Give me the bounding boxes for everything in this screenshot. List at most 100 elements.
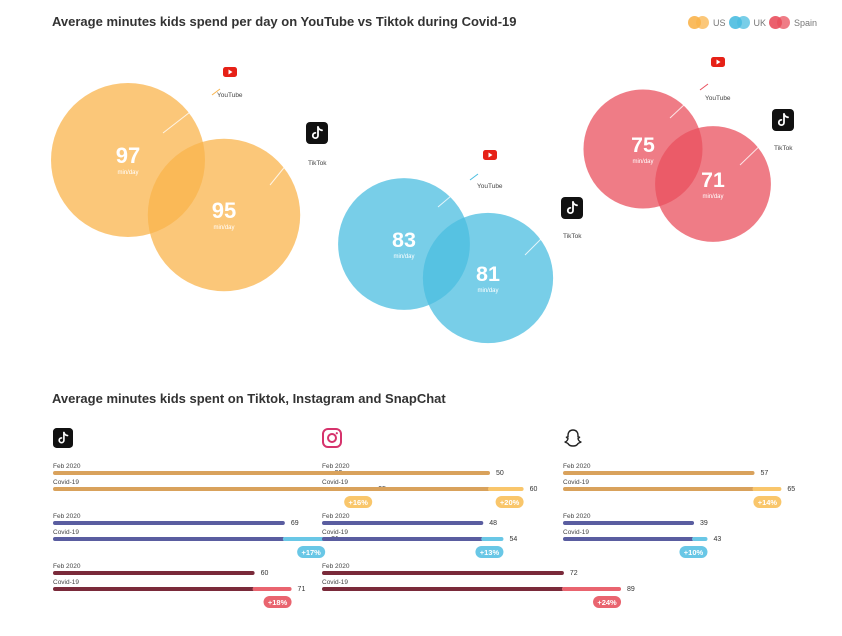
venn-label-tiktok-us: TikTok [308,160,327,167]
venn-unit-tiktok-uk: min/day [477,288,498,294]
bar-covid-base-uk [563,537,695,541]
venn-value-tiktok-spain: 71 [701,168,725,192]
tiktok-icon-note [566,201,574,214]
bar-feb-uk [53,521,285,525]
venn-connector-youtube-uk [437,179,471,208]
bar-chart-title: Average minutes kids spent on Tiktok, In… [52,391,446,406]
bar-category-covid-uk: Covid-19 [563,529,589,536]
bar-value-feb-us: 50 [496,470,504,477]
bar-category-covid-spain: Covid-19 [322,579,348,586]
tiktok-icon-us [306,122,328,144]
bar-covid-increase-uk [692,537,708,541]
venn-us: 97 min/day 95 min/day YouTube TikTok [51,83,327,292]
venn-unit-tiktok-spain: min/day [702,194,723,200]
bar-covid-base-uk [322,537,484,541]
bar-value-covid-us: 60 [530,486,538,493]
youtube-icon-spain [711,57,725,67]
bar-covid-increase-us [488,487,524,491]
bar-group-us: Feb 2020 50 Covid-19 60 +20% [322,463,537,508]
bar-change-badge-spain [593,596,622,608]
venn-connector-youtube-tail-uk [469,173,479,181]
bar-value-feb-us: 57 [761,470,769,477]
legend-label-spain: Spain [794,17,818,28]
venn-value-tiktok-uk: 81 [476,262,500,286]
bar-panel-1: Feb 2020 50 Covid-19 60 +20% Feb 2020 48 Covid-… [322,463,635,608]
tiktok-icon-panel [53,428,73,448]
tiktok-icon-bg [772,109,794,131]
bar-value-covid-uk: 54 [509,536,517,543]
bar-covid-base-uk [53,537,285,541]
bar-feb-us [563,471,755,475]
instagram-icon [322,428,342,448]
bar-category-feb-uk: Feb 2020 [322,513,350,520]
legend-item-us: US [688,16,726,29]
bar-value-feb-uk: 69 [291,520,299,527]
youtube-icon-play [228,69,233,75]
venn-spain: 75 min/day 71 min/day YouTube TikTok [583,83,793,242]
tiktok-icon-bg [561,197,583,219]
venn-connector-tiktok-uk [524,224,556,256]
venn-value-youtube-spain: 75 [631,133,655,157]
bar-covid-base-us [53,487,329,491]
bar-value-covid-spain: 71 [298,586,306,593]
legend-label-us: US [713,17,726,28]
bar-change-badge-us [753,496,782,508]
bar-category-covid-spain: Covid-19 [53,579,79,586]
tiktok-icon-flag [63,431,69,437]
youtube-icon-play [716,59,721,65]
snapchat-icon-ghost [564,429,582,447]
bar-change-badge-us [344,496,373,508]
bar-category-covid-us: Covid-19 [563,479,589,486]
bar-category-feb-spain: Feb 2020 [322,563,350,570]
bar-change-label-us: +16% [348,498,368,507]
instagram-icon-lens [327,433,337,443]
bar-change-label-uk: +10% [684,548,704,557]
bar-category-feb-us: Feb 2020 [563,463,591,470]
legend-swatch-spain [769,16,791,29]
venn-circle-tiktok-uk [422,212,554,344]
bar-change-label-spain: +18% [268,598,288,607]
bar-group-spain: Feb 2020 72 Covid-19 89 +24% [322,563,635,608]
venn-unit-youtube-uk: min/day [393,254,414,260]
bar-change-label-uk: +13% [480,548,500,557]
bar-feb-uk [322,521,484,525]
bar-covid-base-spain [322,587,564,591]
bar-feb-spain [53,571,255,575]
venn-connector-tiktok-spain [739,137,769,166]
venn-label-tiktok-uk: TikTok [563,233,582,240]
venn-uk: 83 min/day 81 min/day YouTube TikTok [338,173,582,344]
tiktok-icon-uk [561,197,583,219]
venn-label-youtube-us: YouTube [217,92,243,99]
tiktok-icon-flag [783,113,789,119]
venn-value-tiktok-us: 95 [212,198,236,223]
bar-covid-increase-uk [481,537,504,541]
bar-covid-increase-spain [561,587,622,591]
bar-covid-base-us [322,487,490,491]
venn-connector-youtube-tail-spain [699,83,709,91]
venn-unit-youtube-spain: min/day [632,159,653,165]
tiktok-icon-flag [317,126,323,132]
bar-change-label-us: +14% [758,498,778,507]
bar-panel-2: Feb 2020 57 Covid-19 65 +14% Feb 2020 39 Covid-… [563,463,795,558]
bar-value-feb-spain: 72 [570,570,578,577]
bar-feb-spain [322,571,564,575]
bar-covid-increase-uk [282,537,326,541]
instagram-icon-frame [322,428,342,448]
bar-category-feb-uk: Feb 2020 [563,513,591,520]
snapchat-icon [564,429,582,447]
venn-unit-youtube-us: min/day [117,170,138,176]
bar-group-uk: Feb 2020 39 Covid-19 43 +10% [563,513,721,558]
venn-circle-tiktok-us [147,138,301,292]
venn-connector-tiktok-us [269,147,301,186]
youtube-icon-uk [483,150,497,160]
instagram-icon-dot [335,432,338,435]
venn-value-youtube-us: 97 [116,143,140,168]
venn-connector-youtube-us [162,94,213,134]
bar-covid-base-us [563,487,755,491]
bar-change-label-uk: +17% [301,548,321,557]
bar-category-feb-us: Feb 2020 [322,463,350,470]
venn-label-youtube-uk: YouTube [477,183,503,190]
bar-covid-increase-us [752,487,782,491]
bar-value-covid-spain: 89 [627,586,635,593]
